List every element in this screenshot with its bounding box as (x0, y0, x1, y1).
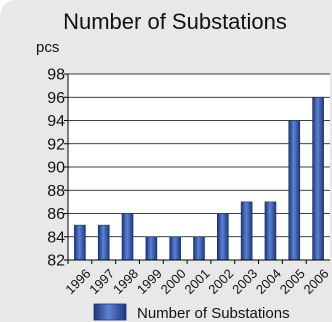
bar (193, 236, 205, 261)
y-tick-label: 96 (47, 90, 65, 107)
x-tick-label: 1998 (110, 266, 141, 297)
y-tick-label: 84 (47, 229, 65, 246)
bar (288, 120, 301, 261)
bar (97, 224, 110, 261)
bar (217, 213, 229, 261)
x-axis-ticks: 1996199719981999200020012002200320042005… (62, 260, 332, 297)
x-tick-label: 2002 (205, 266, 236, 297)
bar (145, 236, 158, 261)
y-tick-label: 98 (47, 67, 65, 84)
grid-lines (68, 73, 330, 238)
x-tick-label: 2003 (229, 266, 260, 297)
y-tick-label: 92 (47, 136, 65, 153)
chart-title: Number of Substations (63, 9, 287, 34)
legend-swatch (93, 303, 127, 321)
x-tick-label: 1997 (86, 266, 117, 297)
bar (169, 236, 181, 261)
legend-label: Number of Substations (137, 305, 290, 322)
bar (121, 213, 134, 261)
x-tick-label: 1999 (134, 266, 165, 297)
y-tick-label: 86 (47, 206, 65, 223)
y-axis-ticks: 98 96 94 92 90 88 86 84 82 (47, 67, 68, 270)
bar (312, 96, 324, 261)
y-tick-label: 94 (47, 113, 65, 130)
x-tick-label: 2005 (277, 266, 308, 297)
y-tick-label: 88 (47, 183, 65, 200)
x-tick-label: 1996 (62, 266, 93, 297)
x-tick-label: 2000 (158, 266, 189, 297)
bars (74, 96, 324, 261)
legend: Number of Substations (93, 303, 290, 322)
y-tick-label: 90 (47, 160, 65, 177)
x-tick-label: 2006 (301, 266, 332, 297)
y-axis-unit: pcs (36, 39, 59, 56)
x-tick-label: 2001 (181, 266, 212, 297)
bar (264, 201, 277, 261)
bar (240, 201, 253, 261)
bar (74, 224, 86, 261)
x-tick-label: 2004 (253, 266, 284, 297)
y-tick-label: 82 (47, 253, 65, 270)
